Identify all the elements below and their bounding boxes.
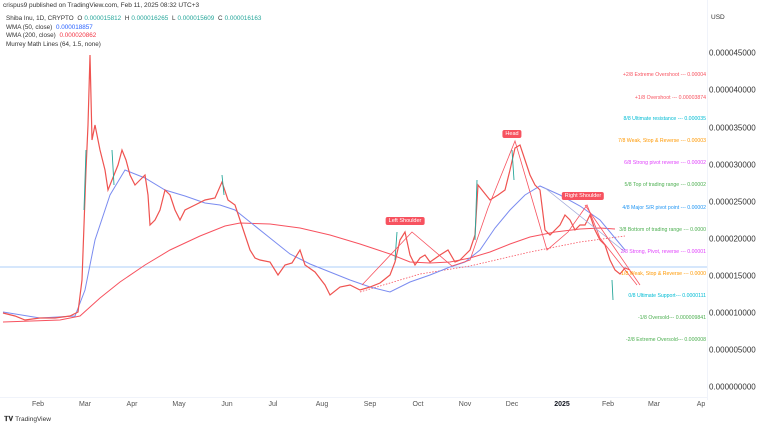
- price-axis[interactable]: [707, 0, 768, 400]
- open-value: 0.000015812: [84, 15, 122, 22]
- wma200-row[interactable]: WMA (200, close) 0.000020862: [6, 32, 263, 41]
- wma200-value: 0.000020862: [59, 32, 97, 40]
- y-tick: 0.000005000: [709, 345, 756, 355]
- murrey-line-label: 3/8 Bottom of trading range --- 0.0000: [619, 227, 706, 233]
- murrey-line-label: 2/8 Strong, Pivot, reverse --- 0.00001: [620, 249, 706, 255]
- x-tick: Mar: [78, 401, 92, 408]
- head-label: Head: [502, 130, 522, 138]
- murrey-line-label: 8/8 Ultimate resistance --- 0.000035: [623, 116, 706, 122]
- price-chart[interactable]: [0, 0, 707, 397]
- murrey-line-label: 5/8 Top of trading range --- 0.00002: [624, 182, 706, 188]
- wma200-line: [2, 222, 616, 323]
- murrey-line-label: +2/8 Extreme Overshoot --- 0.00004: [622, 72, 706, 78]
- y-tick: 0.000040000: [709, 85, 756, 95]
- right-shoulder-label: Right Shoulder: [561, 192, 605, 200]
- murrey-line-label: -1/8 Oversold--- 0.000009841: [637, 315, 706, 321]
- x-tick: Oct: [412, 401, 424, 408]
- murrey-line-label: 1/8 Weak, Stop & Reverse --- 0.0000: [621, 271, 706, 277]
- y-tick: 0.000020000: [709, 234, 756, 244]
- murrey-line-label: 0/8 Ultimate Support--- 0.0000111: [628, 293, 706, 299]
- high-label: H: [124, 15, 130, 22]
- x-tick: Sep: [363, 401, 377, 408]
- wma50-line: [2, 169, 626, 319]
- time-axis[interactable]: [0, 397, 707, 412]
- y-tick: 0.000030000: [709, 160, 756, 170]
- open-label: O: [77, 15, 83, 22]
- x-tick: Nov: [458, 401, 472, 408]
- x-tick: Apr: [126, 401, 138, 408]
- x-tick: Ap: [696, 401, 706, 408]
- x-tick: Mar: [647, 401, 661, 408]
- price-candles: [2, 54, 631, 321]
- symbol-row: Shiba Inu, 1D, CRYPTO O 0.000015812 H 0.00…: [6, 15, 263, 24]
- tradingview-logo-icon: 𝐓𝐕: [4, 415, 14, 423]
- y-tick: 0.000015000: [709, 271, 756, 281]
- murrey-line-label: -2/8 Extreme Oversold--- 0.000008: [625, 337, 706, 343]
- wma50-label: WMA (50, close): [6, 23, 53, 31]
- left-shoulder-label: Left Shoulder: [385, 217, 425, 225]
- y-tick: 0.000010000: [709, 308, 756, 318]
- high-value: 0.000016265: [131, 15, 169, 22]
- y-tick: 0.000025000: [709, 197, 756, 207]
- x-tick: Dec: [505, 401, 519, 408]
- y-tick: 0.000000000: [709, 382, 756, 392]
- murrey-line-label: 4/8 Major S/R pivot point --- 0.00002: [622, 205, 706, 211]
- wma200-label: WMA (200, close): [6, 32, 56, 40]
- currency-label[interactable]: USD: [711, 14, 725, 21]
- murrey-line-label: +1/8 Overshoot --- 0.00003874: [634, 95, 706, 101]
- published-by: crispus9 published on TradingView.com, F…: [3, 2, 200, 9]
- x-tick: Jun: [221, 401, 233, 408]
- x-tick: Feb: [31, 401, 45, 408]
- chart-legend: Shiba Inu, 1D, CRYPTO O 0.000015812 H 0.00…: [6, 15, 263, 49]
- x-tick: May: [172, 401, 186, 408]
- brand-name: TradingView: [15, 416, 51, 423]
- close-value: 0.000016163: [224, 15, 262, 22]
- x-tick: Feb: [601, 401, 615, 408]
- tradingview-brand[interactable]: 𝐓𝐕 TradingView: [4, 415, 51, 424]
- x-tick: Aug: [315, 401, 329, 408]
- hs-pattern: [361, 139, 638, 286]
- close-label: C: [218, 15, 223, 22]
- murrey-row[interactable]: Murrey Math Lines (64, 1.5, none): [6, 41, 263, 50]
- low-label: L: [171, 15, 176, 22]
- murrey-line-label: 7/8 Weak, Stop & Reverse --- 0.00003: [618, 138, 706, 144]
- murrey-label: Murrey Math Lines (64, 1.5, none): [6, 40, 101, 48]
- murrey-line-label: 6/8 Strong pivot reverse --- 0.00002: [624, 160, 706, 166]
- x-tick-year: 2025: [554, 401, 570, 408]
- wma50-row[interactable]: WMA (50, close) 0.000018857: [6, 24, 263, 33]
- low-value: 0.000015609: [177, 15, 215, 22]
- y-tick: 0.000045000: [709, 48, 756, 58]
- y-tick: 0.000035000: [709, 123, 756, 133]
- x-tick: Jul: [268, 401, 278, 408]
- symbol-name: Shiba Inu, 1D, CRYPTO: [6, 15, 74, 22]
- wma50-value: 0.000018857: [55, 23, 93, 31]
